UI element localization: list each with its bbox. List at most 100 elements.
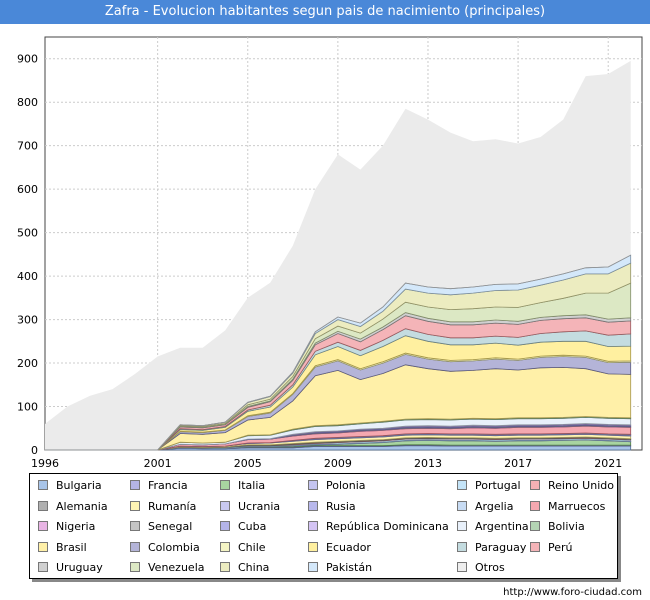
legend-swatch: [530, 521, 540, 531]
legend-swatch: [457, 521, 467, 531]
legend-label: Marruecos: [548, 499, 606, 513]
legend-label: Brasil: [56, 540, 87, 554]
chart-area: 0 100 200 300 400 500 600 700 800 900 1996 2001 2005…: [17, 36, 643, 470]
legend-item: Rusia: [308, 497, 356, 517]
legend-item: Brasil: [38, 538, 87, 558]
legend-item: Ucrania: [220, 497, 280, 517]
legend-swatch: [130, 521, 140, 531]
legend-swatch: [220, 562, 230, 572]
legend-label: Colombia: [148, 540, 200, 554]
legend-label: Paraguay: [475, 540, 527, 554]
legend-label: Ucrania: [238, 499, 281, 513]
legend-swatch: [308, 541, 318, 552]
legend-label: Argentina: [475, 520, 529, 533]
legend-item: Chile: [220, 538, 266, 558]
y-tick-label: 900: [17, 53, 38, 66]
y-tick-label: 200: [17, 357, 38, 370]
legend-label: Portugal: [475, 479, 521, 492]
legend-swatch: [308, 480, 318, 490]
legend-swatch: [38, 541, 48, 552]
x-tick-label: 2009: [324, 457, 352, 470]
legend-label: Cuba: [238, 520, 267, 533]
legend-label: China: [238, 561, 270, 574]
legend-swatch: [38, 480, 48, 490]
legend-label: Italia: [238, 479, 266, 492]
legend-item: Italia: [220, 476, 265, 496]
area-otros: [45, 254, 631, 451]
legend-label: Rumanía: [148, 499, 197, 513]
legend-swatch: [457, 562, 467, 572]
legend-label: Argelia: [475, 499, 514, 513]
legend-item: Uruguay: [38, 558, 103, 578]
legend-label: Pakistán: [326, 561, 373, 574]
legend-swatch: [130, 480, 140, 490]
y-tick-label: 600: [17, 183, 38, 196]
legend-item: Bolivia: [530, 517, 585, 537]
legend-item: Venezuela: [130, 558, 205, 578]
legend-swatch: [530, 541, 540, 552]
legend-label: Chile: [238, 540, 266, 554]
x-tick-label: 2013: [414, 457, 442, 470]
legend-item: Ecuador: [308, 538, 371, 558]
legend-swatch: [308, 562, 318, 572]
legend-label: Uruguay: [56, 561, 103, 574]
legend-item: Reino Unido: [530, 476, 614, 496]
legend-swatch: [308, 500, 318, 511]
axis-ticks: 0 100 200 300 400 500 600 700 800 900 1996 2001 2005…: [17, 53, 622, 470]
legend-swatch: [220, 541, 230, 552]
legend-item: Paraguay: [457, 538, 526, 558]
y-tick-label: 500: [17, 227, 38, 240]
legend-item: Otros: [457, 558, 505, 578]
legend-swatch: [130, 500, 140, 511]
legend-label: Alemania: [56, 499, 108, 513]
legend-item: Senegal: [130, 517, 192, 537]
y-tick-label: 300: [17, 314, 38, 327]
y-tick-label: 800: [17, 96, 38, 109]
legend-swatch: [457, 500, 467, 511]
x-tick-label: 2005: [234, 457, 262, 470]
y-tick-label: 700: [17, 140, 38, 153]
legend-label: República Dominicana: [326, 520, 449, 533]
legend-label: Ecuador: [326, 540, 371, 554]
legend-label: Bolivia: [548, 520, 585, 533]
legend-swatch: [38, 562, 48, 572]
legend-swatch: [530, 480, 540, 490]
legend-label: Perú: [548, 540, 573, 554]
legend-swatch: [38, 521, 48, 531]
legend-item: Marruecos: [530, 497, 605, 517]
legend-label: Otros: [475, 561, 505, 574]
legend-item: Pakistán: [308, 558, 372, 578]
y-tick-label: 0: [31, 444, 38, 457]
legend-label: Francia: [148, 479, 188, 492]
legend-item: Polonia: [308, 476, 366, 496]
legend-item: Rumanía: [130, 497, 196, 517]
legend-swatch: [220, 521, 230, 531]
legend-item: Colombia: [130, 538, 200, 558]
legend: Bulgaria Alemania Nigeria Brasil Uruguay Fran…: [29, 473, 618, 579]
legend-swatch: [457, 480, 467, 490]
legend-swatch: [130, 541, 140, 552]
legend-label: Polonia: [326, 479, 366, 492]
legend-item: Portugal: [457, 476, 521, 496]
legend-label: Reino Unido: [548, 479, 614, 492]
chart-title: Zafra - Evolucion habitantes segun pais …: [0, 0, 650, 24]
legend-swatch: [130, 562, 140, 572]
legend-item: Cuba: [220, 517, 266, 537]
legend-item: Francia: [130, 476, 188, 496]
legend-item: Bulgaria: [38, 476, 102, 496]
legend-swatch: [530, 500, 540, 511]
source-link[interactable]: http://www.foro-ciudad.com: [503, 587, 642, 598]
legend-swatch: [38, 500, 48, 511]
legend-label: Senegal: [148, 520, 193, 533]
x-tick-label: 2021: [594, 457, 622, 470]
legend-item: Nigeria: [38, 517, 95, 537]
y-tick-label: 400: [17, 270, 38, 283]
x-tick-label: 2001: [144, 457, 172, 470]
x-tick-label: 1996: [31, 457, 59, 470]
legend-swatch: [220, 480, 230, 490]
y-tick-label: 100: [17, 401, 38, 414]
area-series: [45, 60, 632, 451]
legend-item: Perú: [530, 538, 573, 558]
legend-swatch: [220, 500, 230, 511]
legend-item: Argentina: [457, 517, 529, 537]
